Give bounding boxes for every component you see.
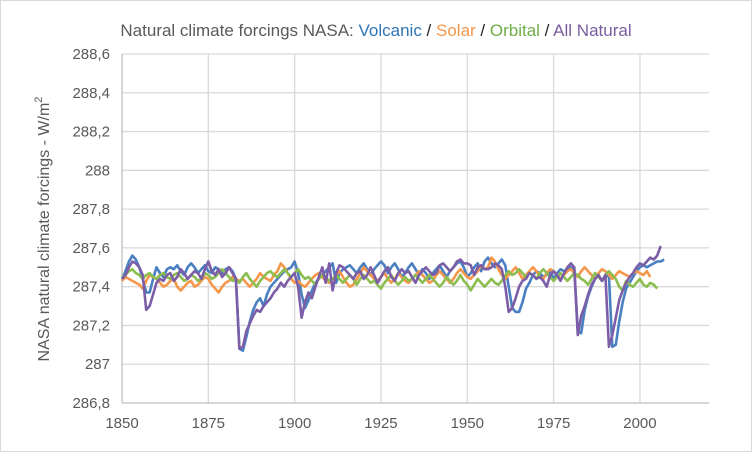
y-tick-label: 287,4 — [72, 279, 110, 296]
y-axis-label: NASA natural climate forcings - W/m2 — [33, 97, 53, 362]
series-line-all-natural — [121, 245, 662, 351]
series-lines — [120, 245, 665, 353]
y-tick-label: 288,4 — [72, 85, 110, 102]
gridlines — [121, 53, 709, 404]
y-tick-label: 288 — [85, 162, 110, 179]
title-part-3: Solar — [436, 21, 476, 40]
x-tick-label: 1975 — [537, 415, 570, 432]
x-tick-label: 1925 — [364, 415, 397, 432]
y-tick-label: 288,2 — [72, 124, 110, 141]
chart-title: Natural climate forcings NASA: Volcanic … — [120, 21, 631, 40]
title-part-0: Natural climate forcings NASA: — [120, 21, 358, 40]
x-tick-label: 1900 — [278, 415, 311, 432]
title-part-1: Volcanic — [359, 21, 423, 40]
x-tick-label: 1875 — [192, 415, 225, 432]
y-tick-label: 288,6 — [72, 46, 110, 63]
y-tick-label: 287 — [85, 356, 110, 373]
y-tick-label: 286,8 — [72, 395, 110, 412]
x-tick-label: 1950 — [451, 415, 484, 432]
title-part-5: Orbital — [490, 21, 540, 40]
x-tick-label: 1850 — [105, 415, 138, 432]
series-line-orbital — [121, 267, 659, 292]
x-tick-label: 2000 — [623, 415, 656, 432]
y-tick-labels: 286,8 287 287,2 287,4 287,6 287,8 288 288,2 288,… — [72, 46, 110, 412]
title-part-4: / — [476, 21, 490, 40]
y-tick-label: 287,2 — [72, 317, 110, 334]
y-tick-label: 287,8 — [72, 201, 110, 218]
title-part-7: All Natural — [553, 21, 631, 40]
x-tick-labels: 1850 1875 1900 1925 1950 1975 2000 — [105, 415, 656, 432]
title-part-2: / — [422, 21, 436, 40]
y-tick-label: 287,6 — [72, 240, 110, 257]
title-part-6: / — [540, 21, 553, 40]
